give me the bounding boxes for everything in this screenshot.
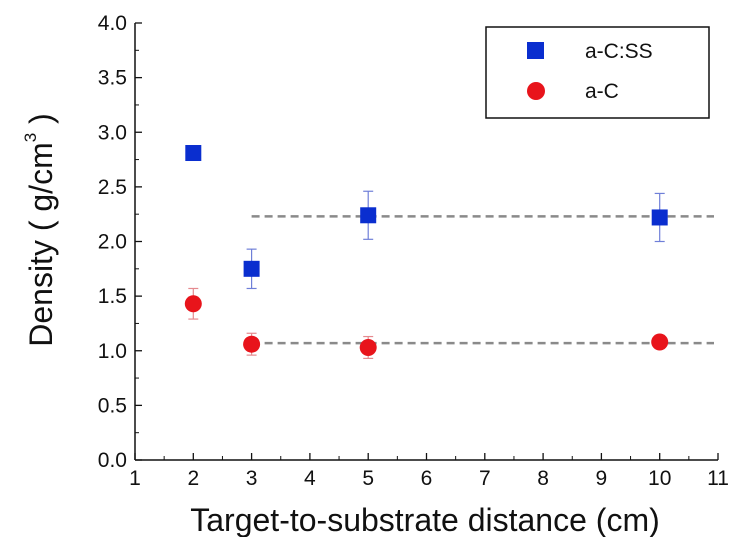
x-tick-label: 5 [362,467,374,490]
data-point-a-c-ss [243,260,260,277]
data-point-a-c-ss [360,207,377,224]
x-tick-label: 9 [596,467,608,490]
x-tick-label: 3 [246,467,258,490]
data-point-a-c [651,333,669,351]
y-tick-label: 0.5 [98,394,127,417]
legend-circle-marker [527,82,545,100]
x-tick-label: 7 [479,467,491,490]
data-markers [184,145,669,356]
x-tick-label: 10 [648,467,671,490]
tick-labels: 0.0 0.5 1.0 1.5 2.0 2.5 3.0 3.5 4.0 1 2 3 4 5 6 7 8 9 10 11 [98,12,729,490]
data-point-a-c [359,338,377,356]
x-tick-label: 11 [707,467,729,490]
tick-marks [134,22,719,461]
y-axis-title-suffix: ) [23,113,59,133]
y-axis-title-main: Density ( g/cm [23,142,59,346]
y-tick-label: 1.5 [98,285,127,308]
y-tick-label: 3.5 [98,67,127,90]
y-tick-label: 2.0 [98,231,127,254]
y-tick-label: 1.0 [98,340,127,363]
x-tick-label: 6 [421,467,433,490]
y-axis-title-superscript: 3 [21,133,40,142]
legend: a-C:SS a-C [485,26,710,119]
y-axis-title: Density ( g/cm3 ) [21,113,59,347]
y-tick-label: 4.0 [98,12,127,35]
x-tick-label: 1 [129,467,141,490]
x-tick-label: 8 [537,467,549,490]
data-point-a-c-ss [185,145,202,162]
legend-label-a-c-ss: a-C:SS [585,40,653,63]
y-tick-label: 0.0 [98,449,127,472]
reference-lines [251,215,714,345]
x-axis-title: Target-to-substrate distance (cm) [190,502,660,537]
data-point-a-c [243,335,261,353]
y-tick-label: 3.0 [98,121,127,144]
x-tick-label: 4 [304,467,316,490]
y-axis-title-group: Density ( g/cm3 ) [21,113,59,347]
data-point-a-c [184,295,202,313]
legend-square-marker [527,42,544,59]
y-tick-label: 2.5 [98,176,127,199]
data-point-a-c-ss [651,209,668,226]
legend-box [485,26,710,119]
legend-label-a-c: a-C [585,80,619,103]
x-tick-label: 2 [187,467,199,490]
